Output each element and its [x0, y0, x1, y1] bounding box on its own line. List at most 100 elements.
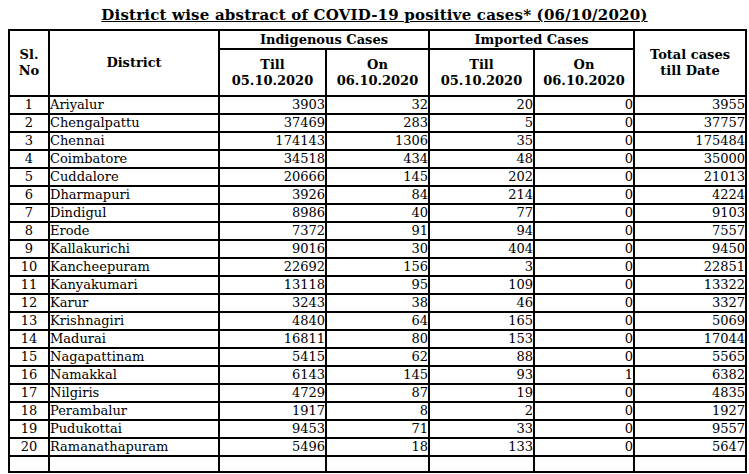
header-sl-no-line2: No: [10, 63, 48, 79]
cell-imported-on: 0: [534, 348, 634, 366]
cell-district: Pudukottai: [49, 420, 219, 438]
cell-indigenous-till: 1917: [219, 402, 326, 420]
table-row: 2Chengalpattu374692835037757: [9, 114, 746, 132]
cell-sl-no: 17: [9, 384, 49, 402]
cell-total: 22851: [634, 258, 746, 276]
cell-imported-on: 0: [534, 402, 634, 420]
table-row: 15Nagapattinam5415628805565: [9, 348, 746, 366]
till-label: Till: [220, 57, 325, 73]
cell-district: [49, 456, 219, 472]
cell-indigenous-on: 62: [326, 348, 429, 366]
header-district: District: [49, 30, 219, 96]
cell-sl-no: 11: [9, 276, 49, 294]
cell-imported-on: 0: [534, 150, 634, 168]
cell-indigenous-till: 22692: [219, 258, 326, 276]
header-total-cases: Total cases till Date: [634, 30, 746, 96]
on-label: On: [327, 57, 428, 73]
cell-sl-no: 16: [9, 366, 49, 384]
cell-sl-no: 9: [9, 240, 49, 258]
table-row: 10Kancheepuram226921563022851: [9, 258, 746, 276]
cell-imported-till: 133: [429, 438, 534, 456]
cell-district: Cuddalore: [49, 168, 219, 186]
covid-cases-table: Sl. No District Indigenous Cases Importe…: [8, 29, 747, 473]
on-label: On: [535, 57, 633, 73]
cell-indigenous-till: 3926: [219, 186, 326, 204]
cell-district: Kallakurichi: [49, 240, 219, 258]
table-row: 3Chennai1741431306350175484: [9, 132, 746, 150]
cell-indigenous-on: 18: [326, 438, 429, 456]
cell-indigenous-till: 5496: [219, 438, 326, 456]
till-date: 05.10.2020: [220, 73, 325, 89]
cell-imported-on: 0: [534, 240, 634, 258]
on-date: 06.10.2020: [327, 73, 428, 89]
cell-district: Perambalur: [49, 402, 219, 420]
cell-sl-no: 12: [9, 294, 49, 312]
cell-imported-on: [534, 456, 634, 472]
cell-district: Kanyakumari: [49, 276, 219, 294]
cell-imported-on: 0: [534, 384, 634, 402]
cell-indigenous-till: 34518: [219, 150, 326, 168]
cell-district: Dindigul: [49, 204, 219, 222]
cell-sl-no: 15: [9, 348, 49, 366]
cell-imported-till: 33: [429, 420, 534, 438]
cell-total: 13322: [634, 276, 746, 294]
cell-total: 17044: [634, 330, 746, 348]
cell-sl-no: [9, 456, 49, 472]
cell-sl-no: 18: [9, 402, 49, 420]
cell-total: 7557: [634, 222, 746, 240]
cell-indigenous-till: 7372: [219, 222, 326, 240]
cell-district: Madurai: [49, 330, 219, 348]
table-row: 20Ramanathapuram54961813305647: [9, 438, 746, 456]
cell-sl-no: 5: [9, 168, 49, 186]
header-group-row: Sl. No District Indigenous Cases Importe…: [9, 30, 746, 49]
cell-indigenous-on: 1306: [326, 132, 429, 150]
cell-imported-till: 94: [429, 222, 534, 240]
cell-total: 37757: [634, 114, 746, 132]
cell-indigenous-on: 145: [326, 168, 429, 186]
cell-imported-till: 35: [429, 132, 534, 150]
cell-sl-no: 1: [9, 96, 49, 114]
cell-imported-on: 0: [534, 330, 634, 348]
cell-indigenous-till: 174143: [219, 132, 326, 150]
cell-imported-till: 19: [429, 384, 534, 402]
cell-total: 9103: [634, 204, 746, 222]
cell-total: 1927: [634, 402, 746, 420]
header-sl-no-line1: Sl.: [10, 47, 48, 63]
cell-indigenous-till: 3903: [219, 96, 326, 114]
cell-imported-on: 0: [534, 96, 634, 114]
cell-total: 9450: [634, 240, 746, 258]
cell-imported-till: 109: [429, 276, 534, 294]
table-row: 14Madurai1681180153017044: [9, 330, 746, 348]
cell-indigenous-on: 32: [326, 96, 429, 114]
cell-imported-on: 0: [534, 258, 634, 276]
table-body: 1Ariyalur39033220039552Chengalpattu37469…: [9, 96, 746, 472]
table-header: Sl. No District Indigenous Cases Importe…: [9, 30, 746, 96]
cell-imported-on: 0: [534, 204, 634, 222]
header-total-line2: till Date: [635, 63, 745, 79]
table-row: 6Dharmapuri39268421404224: [9, 186, 746, 204]
table-row: 18Perambalur19178201927: [9, 402, 746, 420]
header-imported-till: Till 05.10.2020: [429, 49, 534, 96]
till-date: 05.10.2020: [430, 73, 533, 89]
cell-imported-on: 0: [534, 420, 634, 438]
cell-indigenous-till: [219, 456, 326, 472]
cell-imported-on: 0: [534, 186, 634, 204]
cell-sl-no: 19: [9, 420, 49, 438]
cell-total: 5565: [634, 348, 746, 366]
cell-indigenous-on: 8: [326, 402, 429, 420]
cell-total: 6382: [634, 366, 746, 384]
table-row: 13Krishnagiri48406416505069: [9, 312, 746, 330]
cell-district: Ariyalur: [49, 96, 219, 114]
table-row: 11Kanyakumari1311895109013322: [9, 276, 746, 294]
header-indigenous-on: On 06.10.2020: [326, 49, 429, 96]
table-row: 8Erode7372919407557: [9, 222, 746, 240]
cell-district: Coimbatore: [49, 150, 219, 168]
cell-indigenous-till: 16811: [219, 330, 326, 348]
cell-indigenous-on: 95: [326, 276, 429, 294]
cell-imported-on: 1: [534, 366, 634, 384]
cell-imported-till: 88: [429, 348, 534, 366]
cell-total: 5647: [634, 438, 746, 456]
cell-indigenous-on: 283: [326, 114, 429, 132]
table-row: 7Dindigul8986407709103: [9, 204, 746, 222]
cell-indigenous-till: 13118: [219, 276, 326, 294]
